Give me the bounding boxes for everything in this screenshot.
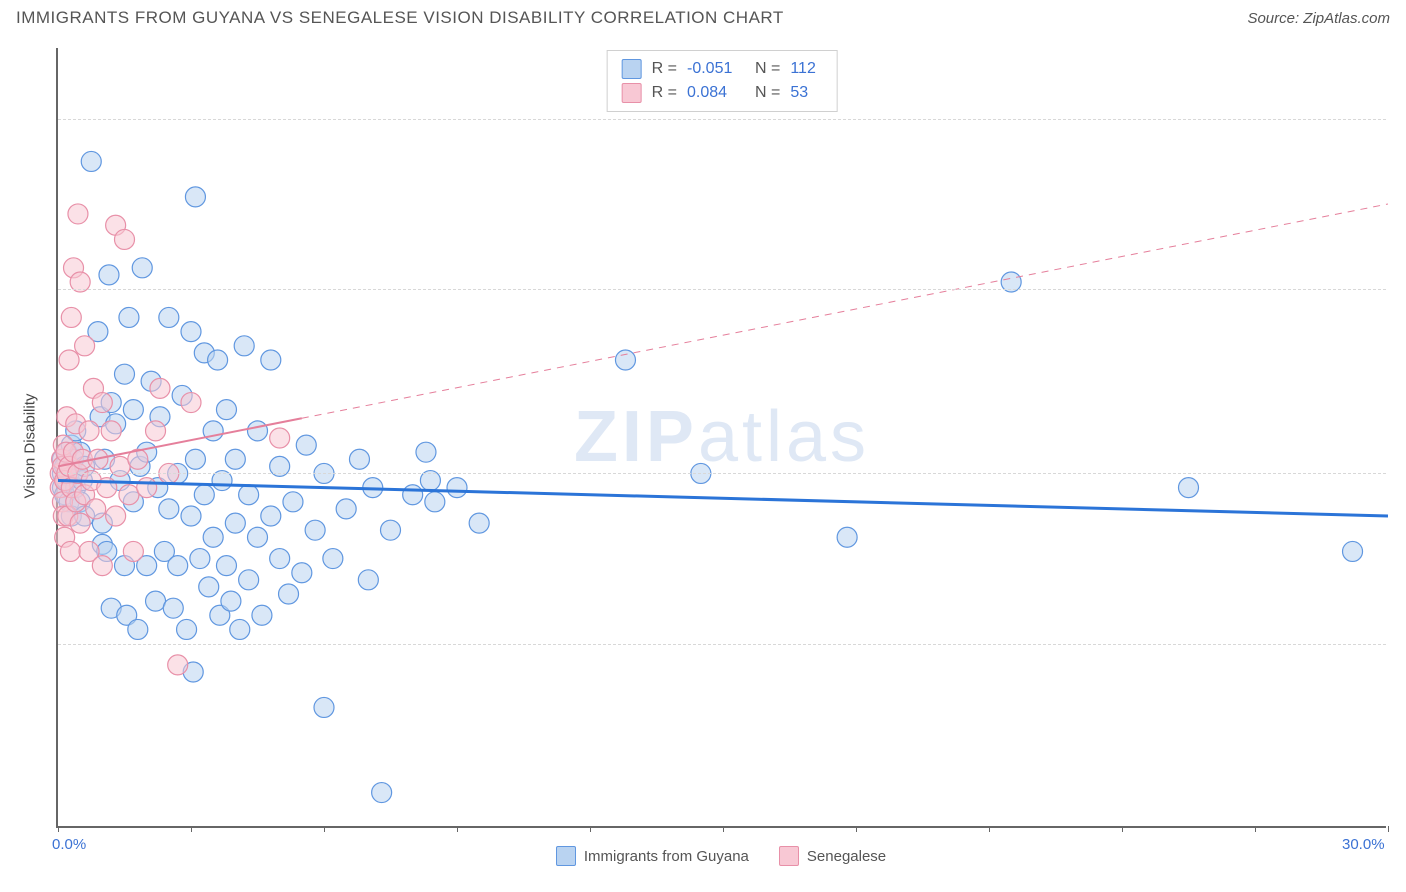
x-tick <box>191 826 192 832</box>
trend-lines-layer <box>58 48 1386 826</box>
x-tick <box>989 826 990 832</box>
gridline-horizontal <box>58 289 1386 290</box>
legend-n-value: 112 <box>790 57 822 81</box>
legend-n-value: 53 <box>790 81 822 105</box>
legend-swatch <box>622 59 642 79</box>
series-legend-entry: Senegalese <box>779 846 886 866</box>
legend-n-label: N = <box>755 57 780 81</box>
legend-r-label: R = <box>652 57 677 81</box>
legend-r-value: -0.051 <box>687 57 745 81</box>
legend-n-label: N = <box>755 81 780 105</box>
x-tick <box>1388 826 1389 832</box>
x-tick <box>457 826 458 832</box>
series-legend-entry: Immigrants from Guyana <box>556 846 749 866</box>
y-axis-label: Vision Disability <box>22 394 39 499</box>
gridline-horizontal <box>58 644 1386 645</box>
legend-swatch <box>779 846 799 866</box>
x-tick <box>590 826 591 832</box>
x-tick <box>1122 826 1123 832</box>
series-legend: Immigrants from Guyana Senegalese <box>56 846 1386 866</box>
gridline-horizontal <box>58 473 1386 474</box>
trend-line-solid <box>58 481 1388 516</box>
series-legend-label: Senegalese <box>807 848 886 865</box>
source-label: Source: ZipAtlas.com <box>1247 10 1390 27</box>
plot-area: ZIPatlas R =-0.051N =112R =0.084N =53 1.… <box>56 48 1386 828</box>
series-legend-label: Immigrants from Guyana <box>584 848 749 865</box>
x-tick <box>58 826 59 832</box>
x-tick <box>1255 826 1256 832</box>
legend-swatch <box>556 846 576 866</box>
x-tick <box>723 826 724 832</box>
correlation-legend: R = -0.051 N = 112 R = 0.084 N = 53 <box>607 50 838 112</box>
gridline-horizontal <box>58 119 1386 120</box>
trend-line-solid <box>58 418 302 466</box>
x-tick <box>324 826 325 832</box>
x-tick <box>856 826 857 832</box>
legend-swatch <box>622 83 642 103</box>
chart-container: IMMIGRANTS FROM GUYANA VS SENEGALESE VIS… <box>8 8 1398 884</box>
correlation-legend-row: R = 0.084 N = 53 <box>622 81 823 105</box>
legend-r-value: 0.084 <box>687 81 745 105</box>
legend-r-label: R = <box>652 81 677 105</box>
chart-title: IMMIGRANTS FROM GUYANA VS SENEGALESE VIS… <box>16 8 784 28</box>
correlation-legend-row: R = -0.051 N = 112 <box>622 57 823 81</box>
trend-line-dashed <box>302 204 1388 418</box>
